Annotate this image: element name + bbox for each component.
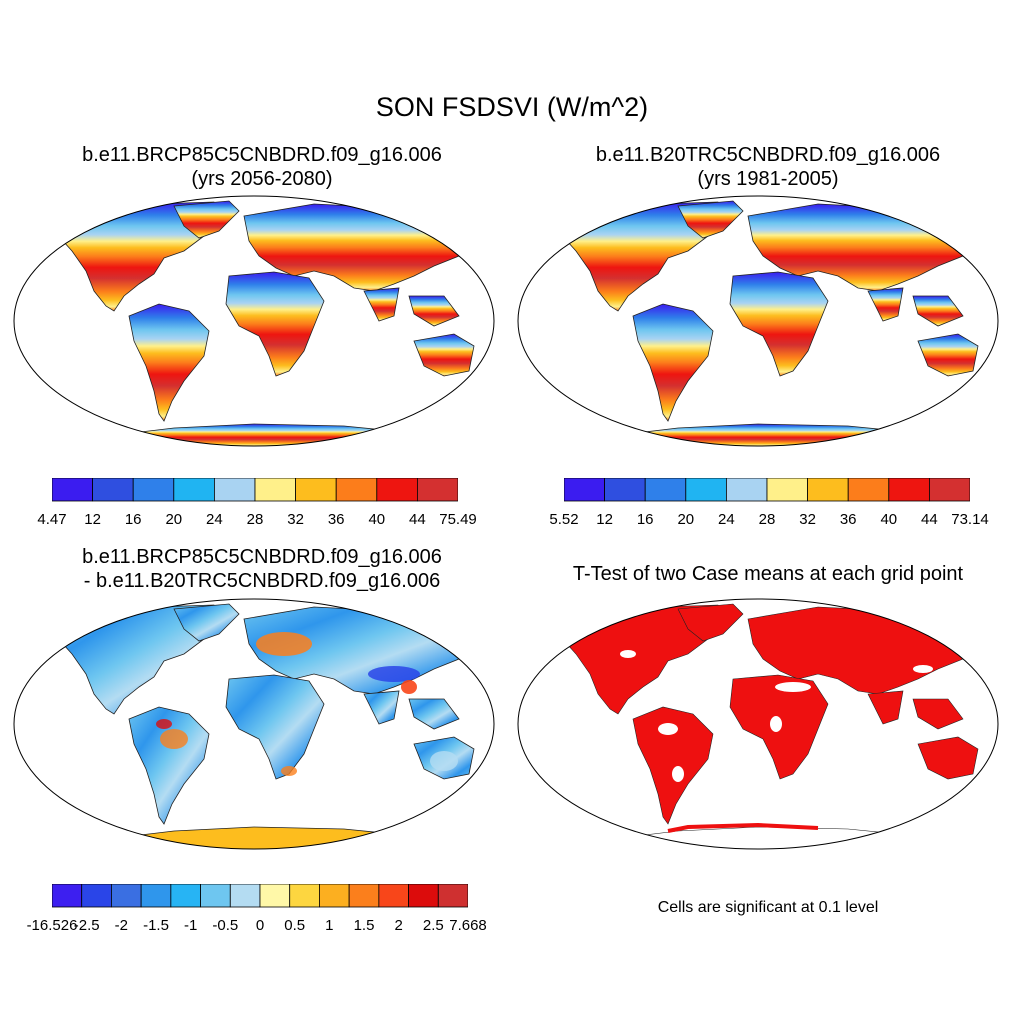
map-top-right [517,195,999,447]
panel-title-line1: b.e11.BRCP85C5CNBDRD.f09_g16.006 [82,546,442,568]
colorbar-label: 1 [325,917,334,934]
colorbar-label: -2.5 [73,917,100,934]
colorbar-label: 16 [124,511,142,528]
colorbar-top-left: 4.47 12 16 20 24 28 32 36 40 44 75.49 [37,477,477,528]
significance-note: Cells are significant at 0.1 level [657,899,879,916]
panel-bottom-left-title: b.e11.BRCP85C5CNBDRD.f09_g16.006 - b.e11… [12,545,512,593]
colorbar-label: -16.526 [26,917,78,934]
colorbar-label: 20 [165,511,183,528]
colorbar-swatch [289,883,320,908]
colorbar-swatch [319,883,350,908]
colorbar-label: 2 [394,917,403,934]
colorbar-swatch [685,477,727,502]
colorbar-label: 5.52 [549,511,579,528]
colorbar-label: 36 [839,511,857,528]
colorbar-swatch [51,883,83,908]
colorbar-swatch [807,477,849,502]
colorbar-swatch [928,477,971,502]
colorbar-label: 0 [255,917,265,934]
colorbar-label: 24 [718,511,735,528]
colorbar-label: 44 [409,511,426,528]
colorbar-top-left-swatches [51,477,459,502]
panel-top-right-title: b.e11.B20TRC5CNBDRD.f09_g16.006 (yrs 198… [518,143,1018,191]
colorbar-swatch [170,883,201,908]
colorbar-label: 32 [287,511,304,528]
panel-title-line1: b.e11.B20TRC5CNBDRD.f09_g16.006 [595,144,941,166]
colorbar-label: -1 [183,917,198,934]
colorbar-swatch [259,883,291,908]
colorbar-label: 7.668 [449,917,487,934]
colorbar-label: 40 [880,511,898,528]
colorbar-label: 1.5 [353,917,375,934]
colorbar-label: 28 [758,511,776,528]
colorbar-swatch [295,477,337,502]
colorbar-swatch [348,883,380,908]
colorbar-swatch [563,477,605,502]
colorbar-swatch [378,883,409,908]
panel-title-line1: b.e11.BRCP85C5CNBDRD.f09_g16.006 [82,144,442,166]
colorbar-bottom-left-labels: -16.526 -2.5 -2 -1.5 -1 -0.5 0 0.5 1 1.5 2 2.5 7.668 [27,913,487,934]
colorbar-swatch [132,477,175,502]
map-bottom-left [13,598,495,850]
colorbar-label: 12 [84,511,101,528]
colorbar-bottom-left-swatches [51,883,469,908]
colorbar-top-right-labels: 5.52 12 16 20 24 28 32 36 40 44 73.14 [549,507,988,528]
colorbar-swatch [140,883,172,908]
colorbar-label: 75.49 [439,511,477,528]
colorbar-label: 24 [206,511,223,528]
colorbar-label: 28 [246,511,264,528]
colorbar-swatch [437,883,469,908]
panel-title-line2: - b.e11.B20TRC5CNBDRD.f09_g16.006 [83,570,441,592]
colorbar-label: 12 [596,511,613,528]
figure-title: SON FSDSVI (W/m^2) [375,92,649,122]
colorbar-swatch [254,477,296,502]
colorbar-label: 40 [368,511,386,528]
map-top-left [13,195,495,447]
panel-bottom-right-title: T-Test of two Case means at each grid po… [572,563,964,585]
colorbar-swatch [847,477,890,502]
colorbar-swatch [888,477,930,502]
colorbar-top-right-swatches [563,477,971,502]
colorbar-swatch [604,477,646,502]
colorbar-label: 36 [327,511,345,528]
panel-title-line2: (yrs 2056-2080) [191,168,333,190]
colorbar-swatch [408,883,439,908]
colorbar-swatch [213,477,256,502]
colorbar-label: 2.5 [422,917,444,934]
colorbar-top-left-labels: 4.47 12 16 20 24 28 32 36 40 44 75.49 [37,507,476,528]
colorbar-swatch [416,477,459,502]
colorbar-label: 32 [799,511,816,528]
colorbar-label: -1.5 [143,917,169,934]
colorbar-swatch [92,477,134,502]
colorbar-swatch [229,883,261,908]
colorbar-label: 44 [921,511,938,528]
panel-title-line2: (yrs 1981-2005) [697,168,839,190]
colorbar-top-right: 5.52 12 16 20 24 28 32 36 40 44 73.14 [549,477,989,528]
colorbar-label: 0.5 [284,917,306,934]
colorbar-label: -0.5 [212,917,239,934]
colorbar-swatch [766,477,808,502]
colorbar-swatch [200,883,231,908]
colorbar-swatch [81,883,112,908]
colorbar-label: 4.47 [37,511,67,528]
colorbar-swatch [111,883,142,908]
colorbar-label: -2 [114,917,128,934]
colorbar-swatch [51,477,93,502]
colorbar-swatch [725,477,768,502]
colorbar-label: 20 [677,511,695,528]
colorbar-swatch [335,477,378,502]
colorbar-swatch [173,477,215,502]
panel-top-left-title: b.e11.BRCP85C5CNBDRD.f09_g16.006 (yrs 20… [12,143,512,191]
colorbar-label: 16 [636,511,654,528]
colorbar-bottom-left: -16.526 -2.5 -2 -1.5 -1 -0.5 0 0.5 1 1.5 2 2.5 7.668 [27,883,487,934]
colorbar-swatch [644,477,687,502]
map-bottom-right [517,598,999,850]
colorbar-swatch [376,477,418,502]
colorbar-label: 73.14 [951,511,989,528]
